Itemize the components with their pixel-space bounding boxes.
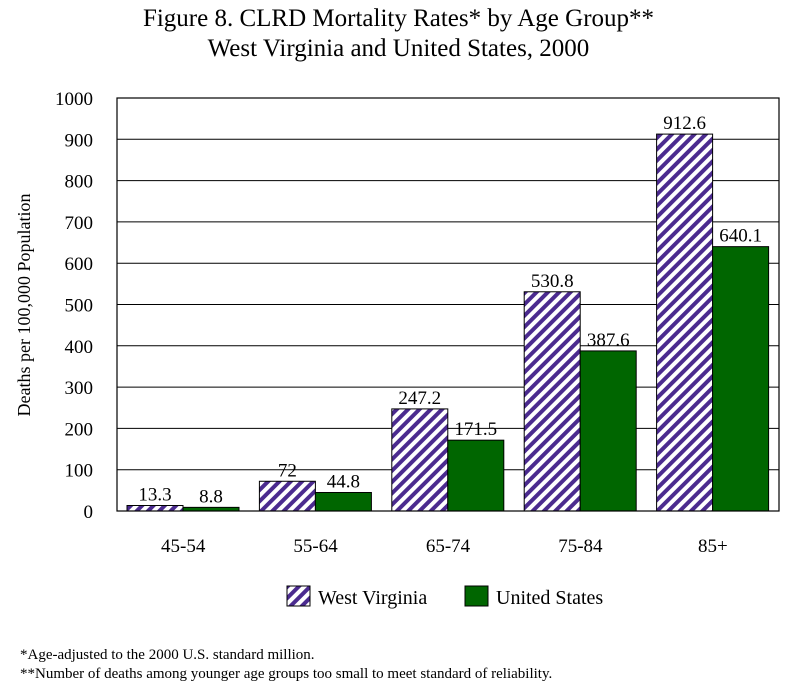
y-tick-label: 300 [65, 378, 94, 399]
bar-united-states-65-74 [447, 439, 505, 512]
data-label: 640.1 [719, 226, 762, 247]
footnote-2: **Number of deaths among younger age gro… [20, 666, 553, 682]
y-tick-label: 1000 [55, 89, 93, 110]
data-label: 13.3 [138, 485, 171, 506]
bar-united-states-55-64 [314, 491, 372, 512]
y-tick-label: 500 [65, 296, 94, 317]
bar-west-virginia-45-54 [126, 505, 184, 512]
x-tick-label: 65-74 [426, 536, 471, 557]
bar-united-states-75-84 [579, 350, 637, 512]
y-tick-label: 600 [65, 254, 94, 275]
y-tick-label: 800 [65, 172, 94, 193]
bar-west-virginia-75-84 [523, 291, 581, 512]
x-tick-label: 45-54 [161, 536, 206, 557]
y-axis-label: Deaths per 100,000 Population [14, 194, 34, 417]
y-tick-label: 200 [65, 419, 94, 440]
bar-west-virginia-55-64 [258, 480, 316, 512]
data-label: 44.8 [327, 471, 360, 492]
x-tick-label: 85+ [698, 536, 728, 557]
legend-label-united-states: United States [496, 587, 603, 609]
bar-west-virginia-85+ [656, 133, 714, 512]
y-tick-label: 0 [84, 502, 94, 523]
footnote-1: *Age-adjusted to the 2000 U.S. standard … [20, 647, 315, 663]
data-label: 247.2 [398, 388, 441, 409]
data-label: 171.5 [454, 419, 497, 440]
chart-subtitle: West Virginia and United States, 2000 [207, 35, 590, 62]
legend-swatch-west-virginia [286, 585, 311, 607]
legend-label-west-virginia: West Virginia [318, 587, 427, 609]
plot-area-frame [116, 97, 780, 512]
data-label: 912.6 [663, 113, 706, 134]
y-tick-label: 700 [65, 213, 94, 234]
legend-swatch-united-states [464, 585, 489, 607]
bar-united-states-85+ [712, 246, 770, 512]
y-tick-label: 400 [65, 337, 94, 358]
y-tick-label: 100 [65, 461, 94, 482]
data-label: 530.8 [531, 271, 574, 292]
x-tick-label: 55-64 [293, 536, 338, 557]
data-label: 8.8 [199, 486, 223, 507]
x-tick-label: 75-84 [558, 536, 603, 557]
bar-west-virginia-65-74 [391, 408, 449, 512]
y-tick-label: 900 [65, 130, 94, 151]
data-label: 387.6 [587, 330, 630, 351]
data-label: 72 [278, 460, 297, 481]
chart-title: Figure 8. CLRD Mortality Rates* by Age G… [142, 5, 655, 32]
